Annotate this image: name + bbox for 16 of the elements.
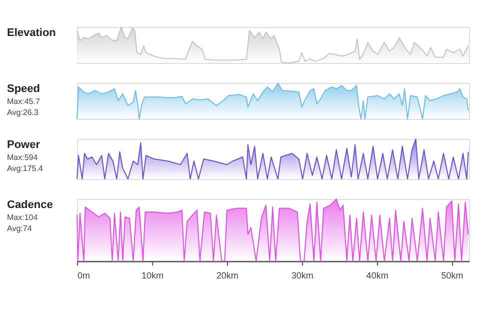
x-tick-label: 0m <box>78 270 90 280</box>
chart-title: Cadence <box>7 199 53 211</box>
chart-title: Elevation <box>7 27 56 39</box>
x-tick-label: 10km <box>141 270 164 280</box>
x-tick-label: 30km <box>291 270 314 280</box>
chart-title: Speed <box>7 83 40 95</box>
x-tick-label: 20km <box>216 270 238 280</box>
x-tick-label: 40km <box>366 270 388 280</box>
text: Max:594 <box>7 153 38 162</box>
text: Avg:175.4 <box>7 164 44 173</box>
chart-title: Power <box>7 139 41 151</box>
text: Avg:26.3 <box>7 108 39 117</box>
x-tick-label: 50km <box>441 270 464 280</box>
text: Max:104 <box>7 213 38 222</box>
text: Avg:74 <box>7 224 32 233</box>
text: Max:45.7 <box>7 97 40 106</box>
